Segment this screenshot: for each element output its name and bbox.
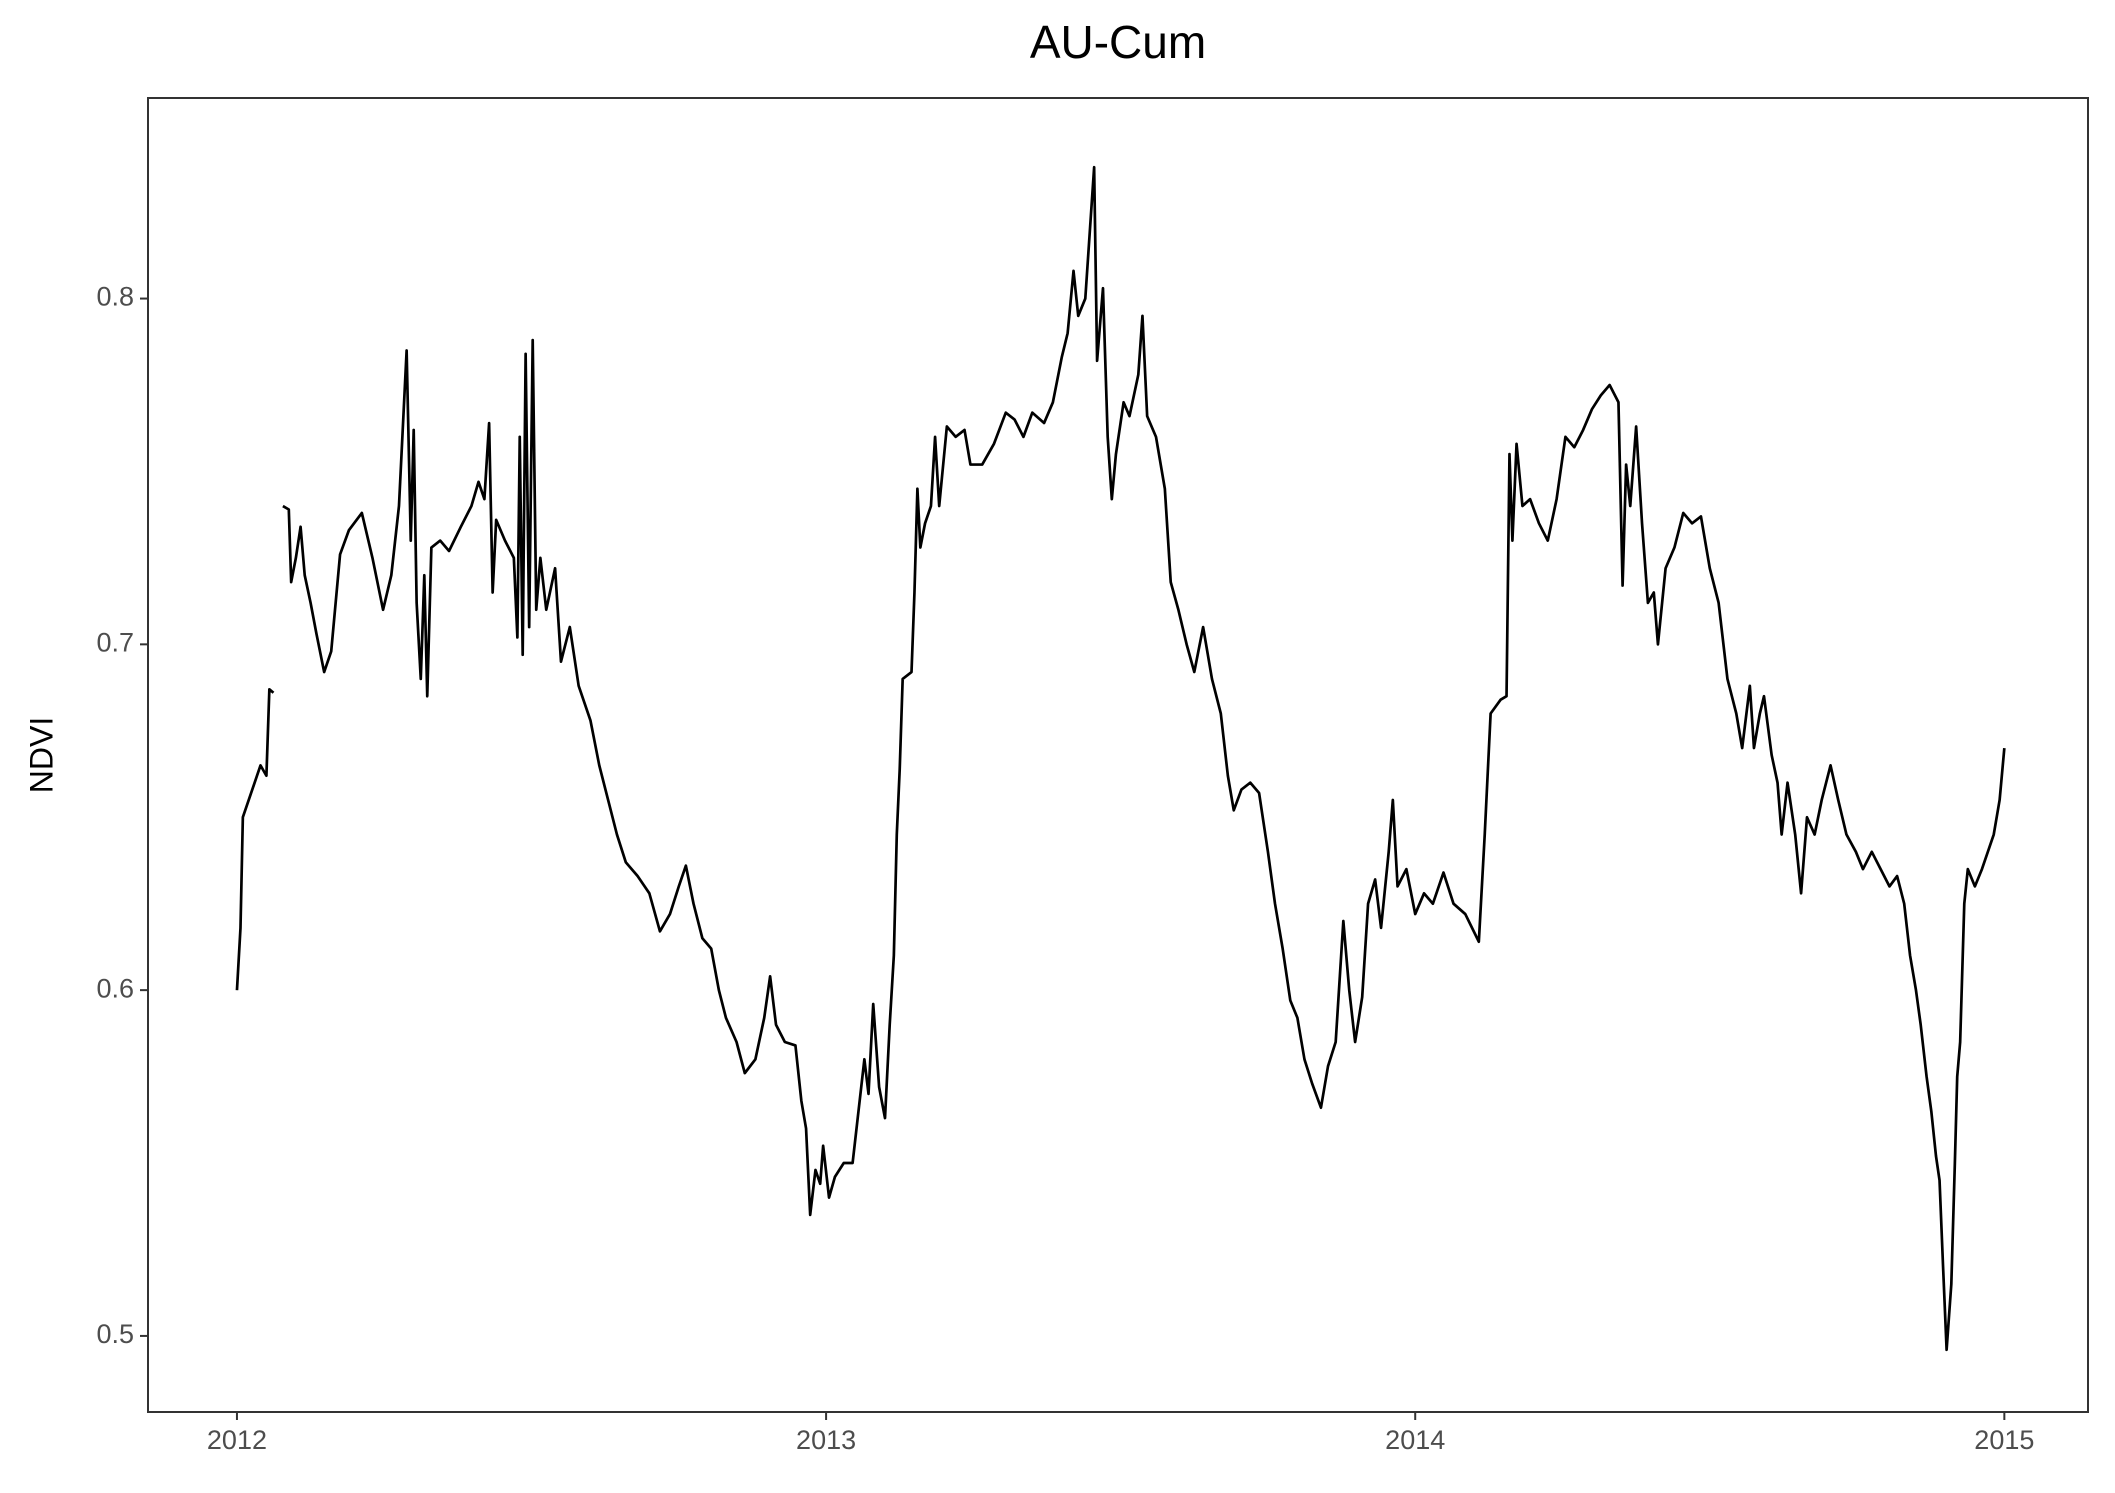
x-tick-label: 2012 xyxy=(207,1425,267,1455)
y-axis-title: NDVI xyxy=(23,717,59,793)
plot-frame xyxy=(147,97,2089,1413)
chart-title: AU-Cum xyxy=(1030,16,1206,68)
x-tick-label: 2015 xyxy=(1974,1425,2034,1455)
y-tick-label: 0.6 xyxy=(96,973,134,1003)
x-tick-label: 2013 xyxy=(796,1425,856,1455)
y-tick-label: 0.5 xyxy=(96,1319,134,1349)
data-line xyxy=(235,165,2006,1352)
x-tick-label: 2014 xyxy=(1385,1425,1445,1455)
y-tick-label: 0.8 xyxy=(96,282,134,312)
y-tick-label: 0.7 xyxy=(96,627,134,657)
